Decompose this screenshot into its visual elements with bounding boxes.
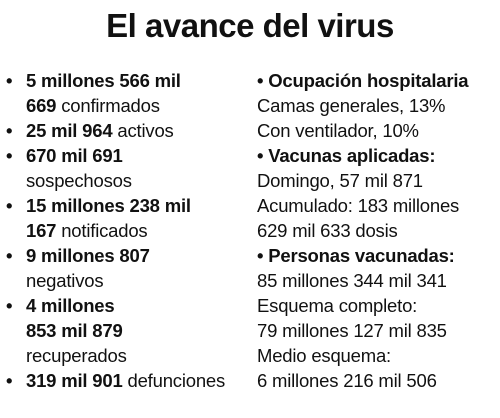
stat-value: 4 millones: [26, 295, 115, 316]
bullet-icon: •: [6, 370, 13, 391]
stat-line: • 25 mil 964 activos: [4, 118, 252, 143]
stat-line: 167 notificados: [4, 218, 252, 243]
stat-line: • 15 millones 238 mil: [4, 193, 252, 218]
stat-line: 79 millones 127 mil 835: [257, 320, 447, 341]
stat-line: negativos: [4, 268, 252, 293]
stat-line: 629 mil 633 dosis: [257, 220, 398, 241]
stat-label: activos: [112, 120, 174, 141]
stat-value: 853 mil 879: [26, 320, 123, 341]
stat-line: Esquema completo:: [257, 295, 418, 316]
stat-line: 6 millones 216 mil 506: [257, 370, 437, 391]
stat-label: defunciones: [122, 370, 226, 391]
stat-line: recuperados: [4, 343, 252, 368]
stat-line: Con ventilador, 10%: [257, 120, 419, 141]
section-heading-vaccines: • Vacunas aplicadas:: [257, 145, 436, 166]
stat-line: • 9 millones 807: [4, 243, 252, 268]
stat-value: 9 millones 807: [26, 245, 150, 266]
statistics-list-left: • 5 millones 566 mil 669 confirmados • 25 …: [4, 68, 252, 393]
stat-line: 853 mil 879: [4, 318, 252, 343]
page-title: El avance del virus: [106, 7, 394, 44]
stat-line: • 670 mil 691: [4, 143, 252, 168]
bullet-icon: •: [6, 70, 13, 91]
statistics-list-right: • Ocupación hospitalaria Camas generales…: [257, 68, 500, 393]
section-heading-vaccinated: • Personas vacunadas:: [257, 245, 455, 266]
bullet-icon: •: [6, 195, 13, 216]
section-heading-hospital: • Ocupación hospitalaria: [257, 70, 469, 91]
stat-line: 85 millones 344 mil 341: [257, 270, 447, 291]
stat-line: • 319 mil 901 defunciones: [4, 368, 252, 393]
stat-value: 670 mil 691: [26, 145, 123, 166]
stat-line: Acumulado: 183 millones: [257, 195, 460, 216]
stat-line: • 4 millones: [4, 293, 252, 318]
stat-label: notificados: [56, 220, 148, 241]
stat-line: 669 confirmados: [4, 93, 252, 118]
bullet-icon: •: [6, 120, 13, 141]
stat-line: Medio esquema:: [257, 345, 391, 366]
bullet-icon: •: [6, 145, 13, 166]
bullet-icon: •: [6, 295, 13, 316]
bullet-icon: •: [6, 245, 13, 266]
stat-value: 669: [26, 95, 57, 116]
stat-label: confirmados: [56, 95, 160, 116]
stat-line: Camas generales, 13%: [257, 95, 446, 116]
stat-label: negativos: [26, 270, 104, 291]
stat-label: sospechosos: [26, 170, 132, 191]
stat-value: 15 millones 238 mil: [26, 195, 191, 216]
stat-value: 167: [26, 220, 57, 241]
stat-line: sospechosos: [4, 168, 252, 193]
stat-label: recuperados: [26, 345, 127, 366]
stat-value: 5 millones 566 mil: [26, 70, 181, 91]
stat-value: 319 mil 901: [26, 370, 123, 391]
stat-value: 25 mil 964: [26, 120, 113, 141]
stat-line: • 5 millones 566 mil: [4, 68, 252, 93]
stat-line: Domingo, 57 mil 871: [257, 170, 423, 191]
